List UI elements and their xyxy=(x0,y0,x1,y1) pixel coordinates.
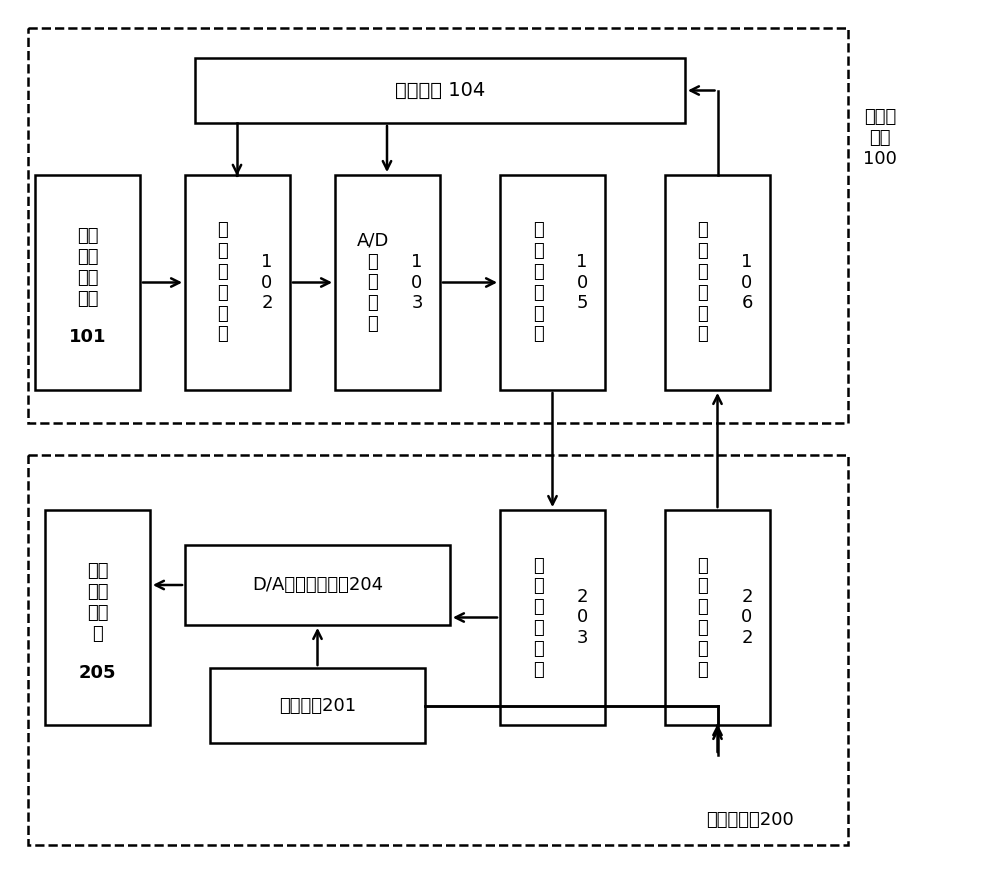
Text: 1
0
3: 1 0 3 xyxy=(411,252,423,313)
Bar xyxy=(500,510,605,725)
Text: 205: 205 xyxy=(79,663,116,682)
Text: 控制单元201: 控制单元201 xyxy=(279,697,356,714)
Text: 信
号
接
受
模
块: 信 号 接 受 模 块 xyxy=(698,222,708,343)
Text: A/D
转
换
模
块: A/D 转 换 模 块 xyxy=(357,232,389,333)
Text: 信
号
调
理
电
路: 信 号 调 理 电 路 xyxy=(218,222,228,343)
Bar xyxy=(185,545,450,625)
Text: D/A模拟输出电路204: D/A模拟输出电路204 xyxy=(252,576,383,594)
Text: 显示
与存
储设
备: 显示 与存 储设 备 xyxy=(87,562,108,643)
Text: 2
0
2: 2 0 2 xyxy=(741,588,753,647)
Text: 低压侧系统200: 低压侧系统200 xyxy=(706,811,794,829)
Bar xyxy=(665,175,770,390)
Text: 信
号
发
送
模
块: 信 号 发 送 模 块 xyxy=(533,222,543,343)
Bar xyxy=(195,58,685,123)
Text: 控制单元 104: 控制单元 104 xyxy=(395,81,485,100)
Text: 1
0
6: 1 0 6 xyxy=(741,252,753,313)
Bar xyxy=(28,455,848,845)
Text: 101: 101 xyxy=(69,328,106,347)
Text: 1
0
5: 1 0 5 xyxy=(576,252,588,313)
Bar xyxy=(665,510,770,725)
Bar xyxy=(335,175,440,390)
Text: 信
号
接
受
模
块: 信 号 接 受 模 块 xyxy=(533,556,543,678)
Text: 高压侧
系统
100: 高压侧 系统 100 xyxy=(863,108,897,168)
Bar xyxy=(500,175,605,390)
Text: 2
0
3: 2 0 3 xyxy=(576,588,588,647)
Bar xyxy=(45,510,150,725)
Text: 电压
信号
采集
模块: 电压 信号 采集 模块 xyxy=(77,227,98,307)
Bar xyxy=(35,175,140,390)
Text: 1
0
2: 1 0 2 xyxy=(261,252,273,313)
Bar xyxy=(210,668,425,743)
Text: 信
号
发
送
模
块: 信 号 发 送 模 块 xyxy=(698,556,708,678)
Bar xyxy=(28,28,848,423)
Bar xyxy=(185,175,290,390)
